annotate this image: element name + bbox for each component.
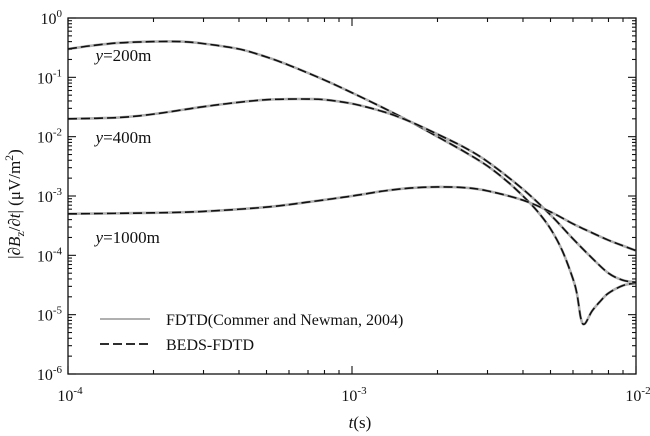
plot-frame	[67, 17, 637, 375]
curve-beds-fdtd-y-200m	[67, 40, 637, 326]
curve-fdtd-y-400m	[67, 97, 637, 284]
curve-annotation: y=200m	[94, 46, 152, 65]
y-tick-label-exp: -3	[53, 186, 63, 198]
y-tick-label: 10-6	[37, 364, 63, 384]
x-tick-label-exp: -4	[73, 385, 83, 397]
y-label-part: t	[5, 212, 24, 218]
y-tick-label-base: 10	[37, 70, 53, 87]
x-tick-label-base: 10	[57, 388, 73, 405]
y-label-part: B	[5, 236, 24, 247]
curve-layer	[67, 40, 637, 326]
y-tick-label-base: 10	[37, 248, 53, 265]
y-label-part: )	[5, 149, 24, 155]
y-tick-label: 10-2	[37, 127, 62, 147]
curve-fdtd-y-200m	[67, 40, 637, 326]
y-label-superscript: 2	[2, 155, 16, 161]
y-tick-label-base: 10	[37, 130, 53, 147]
y-tick-label: 10-3	[37, 186, 63, 206]
x-tick-label: 10-3	[341, 385, 367, 405]
x-tick-label-base: 10	[625, 388, 641, 405]
x-tick-label-exp: -2	[641, 385, 650, 397]
y-tick-label: 10-1	[37, 67, 62, 87]
curve-annotation-text: =400m	[103, 128, 151, 147]
y-tick-label-base: 10	[41, 11, 57, 28]
y-tick-label-exp: -5	[53, 305, 63, 317]
x-tick-label-base: 10	[341, 388, 357, 405]
y-tick-label-exp: 0	[57, 8, 63, 20]
y-tick-label-base: 10	[37, 189, 53, 206]
y-label-part: |∂	[5, 247, 24, 259]
y-axis-label: |∂Bz/∂t| (μV/m2)	[2, 149, 27, 259]
curve-annotation-var: y	[94, 128, 104, 147]
y-tick-label-base: 10	[37, 367, 53, 384]
curve-annotation-text: =1000m	[103, 228, 160, 247]
curve-annotation-var: y	[94, 228, 104, 247]
curve-annotation-var: y	[94, 46, 104, 65]
y-label-part: /∂	[5, 218, 24, 231]
y-tick-label-exp: -6	[53, 364, 63, 376]
y-tick-label-exp: -4	[53, 245, 63, 257]
curve-annotation-text: =200m	[103, 46, 151, 65]
y-tick-label-base: 10	[37, 308, 53, 325]
x-tick-label: 10-2	[625, 385, 650, 405]
curve-annotation: y=1000m	[94, 228, 160, 247]
y-tick-label-exp: -2	[53, 127, 62, 139]
x-tick-label-exp: -3	[357, 385, 367, 397]
y-label-part: | (μV/m	[5, 161, 24, 214]
x-axis-label-var: t	[349, 413, 355, 432]
y-tick-label: 100	[41, 8, 63, 28]
legend-label-beds-fdtd: BEDS-FDTD	[166, 337, 254, 354]
y-tick-label: 10-5	[37, 305, 63, 325]
curve-annotation: y=400m	[94, 128, 152, 147]
legend: FDTD(Commer and Newman, 2004) BEDS-FDTD	[100, 312, 403, 354]
curve-beds-fdtd-y-1000m	[67, 186, 637, 252]
x-axis-label: t(s)	[349, 413, 372, 432]
legend-label-fdtd: FDTD(Commer and Newman, 2004)	[166, 312, 403, 329]
y-tick-label: 10-4	[37, 245, 63, 265]
y-label-subscript: z	[13, 231, 27, 236]
y-tick-label-exp: -1	[53, 67, 62, 79]
x-tick-label: 10-4	[57, 385, 83, 405]
x-axis-label-unit: (s)	[353, 413, 371, 432]
curve-beds-fdtd-y-400m	[67, 98, 637, 284]
